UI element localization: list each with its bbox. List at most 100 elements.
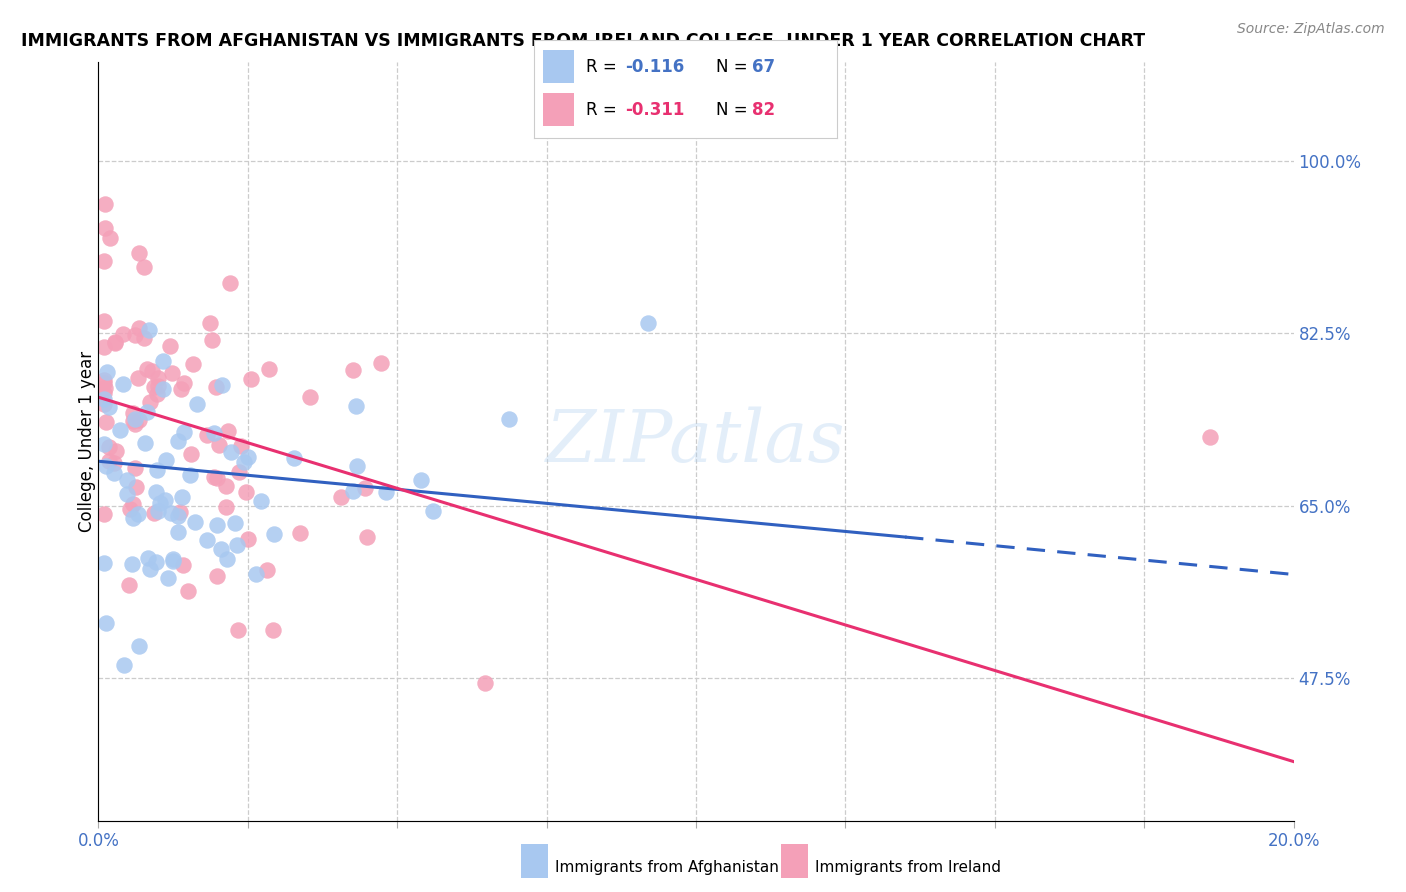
Point — [94, 197, 117, 211]
Point — [236, 450, 259, 465]
Point — [211, 378, 233, 392]
Point — [128, 246, 150, 260]
Point — [215, 500, 238, 514]
Point — [146, 463, 169, 477]
Point — [152, 354, 174, 368]
Point — [167, 434, 190, 448]
Text: R =: R = — [586, 58, 621, 76]
Point — [155, 452, 177, 467]
Text: N =: N = — [716, 58, 752, 76]
Point — [177, 584, 200, 599]
Point — [167, 509, 190, 524]
Point — [342, 363, 364, 377]
Y-axis label: College, Under 1 year: College, Under 1 year — [79, 351, 96, 533]
Point — [215, 552, 238, 566]
Point — [121, 414, 143, 428]
Point — [257, 362, 280, 376]
Point — [93, 386, 115, 401]
Text: -0.311: -0.311 — [624, 101, 685, 119]
Point — [145, 485, 167, 500]
Point — [346, 458, 368, 473]
Point — [97, 401, 120, 415]
FancyBboxPatch shape — [543, 93, 574, 127]
Point — [169, 505, 191, 519]
Point — [228, 623, 250, 637]
Text: Immigrants from Ireland: Immigrants from Ireland — [815, 860, 1001, 874]
Point — [170, 382, 193, 396]
Point — [422, 504, 444, 518]
Point — [121, 557, 143, 571]
Point — [128, 413, 150, 427]
Point — [93, 376, 115, 390]
Point — [136, 551, 159, 566]
Point — [228, 465, 250, 479]
Point — [186, 397, 208, 411]
Point — [262, 623, 284, 637]
Point — [356, 530, 378, 544]
Point — [103, 457, 125, 471]
Point — [637, 317, 659, 331]
Text: Immigrants from Afghanistan: Immigrants from Afghanistan — [555, 860, 779, 874]
Point — [263, 526, 285, 541]
Point — [96, 365, 118, 379]
Point — [139, 562, 162, 576]
Point — [153, 493, 176, 508]
Point — [94, 380, 117, 394]
Point — [209, 541, 232, 556]
Point — [245, 567, 267, 582]
Point — [232, 455, 254, 469]
Point — [201, 333, 224, 347]
Point — [142, 380, 165, 394]
Point — [146, 387, 169, 401]
Point — [93, 436, 115, 450]
Point — [217, 424, 239, 438]
Point — [141, 364, 163, 378]
Text: ZIPatlas: ZIPatlas — [546, 406, 846, 477]
Point — [225, 538, 247, 552]
Point — [342, 484, 364, 499]
Point — [344, 399, 367, 413]
Point — [105, 443, 128, 458]
Point — [205, 569, 228, 583]
Point — [329, 490, 352, 504]
Point — [202, 470, 225, 484]
Point — [138, 322, 160, 336]
Point — [283, 451, 305, 466]
Point — [207, 518, 229, 533]
Point — [202, 425, 225, 440]
Point — [298, 390, 321, 404]
Point — [167, 524, 190, 539]
Point — [170, 490, 193, 504]
Point — [134, 435, 156, 450]
Point — [120, 501, 142, 516]
Point — [112, 376, 135, 391]
Point — [195, 533, 218, 547]
Point — [370, 356, 392, 370]
Point — [134, 331, 156, 345]
Point — [124, 327, 146, 342]
Point — [124, 461, 146, 475]
Point — [180, 447, 202, 461]
Point — [149, 496, 172, 510]
Point — [136, 405, 159, 419]
Point — [173, 376, 195, 390]
Point — [122, 406, 145, 420]
Point — [152, 382, 174, 396]
Point — [108, 423, 131, 437]
Point — [134, 260, 156, 274]
Point — [93, 314, 115, 328]
Point — [288, 526, 311, 541]
Point — [172, 558, 194, 573]
Point — [127, 371, 149, 385]
Point — [112, 658, 135, 673]
Point — [122, 510, 145, 524]
Point — [93, 508, 115, 522]
Point — [250, 493, 273, 508]
Point — [93, 373, 115, 387]
Point — [159, 339, 181, 353]
Point — [235, 484, 257, 499]
Point — [229, 439, 252, 453]
Text: Source: ZipAtlas.com: Source: ZipAtlas.com — [1237, 22, 1385, 37]
Point — [98, 230, 121, 244]
Point — [146, 371, 169, 385]
